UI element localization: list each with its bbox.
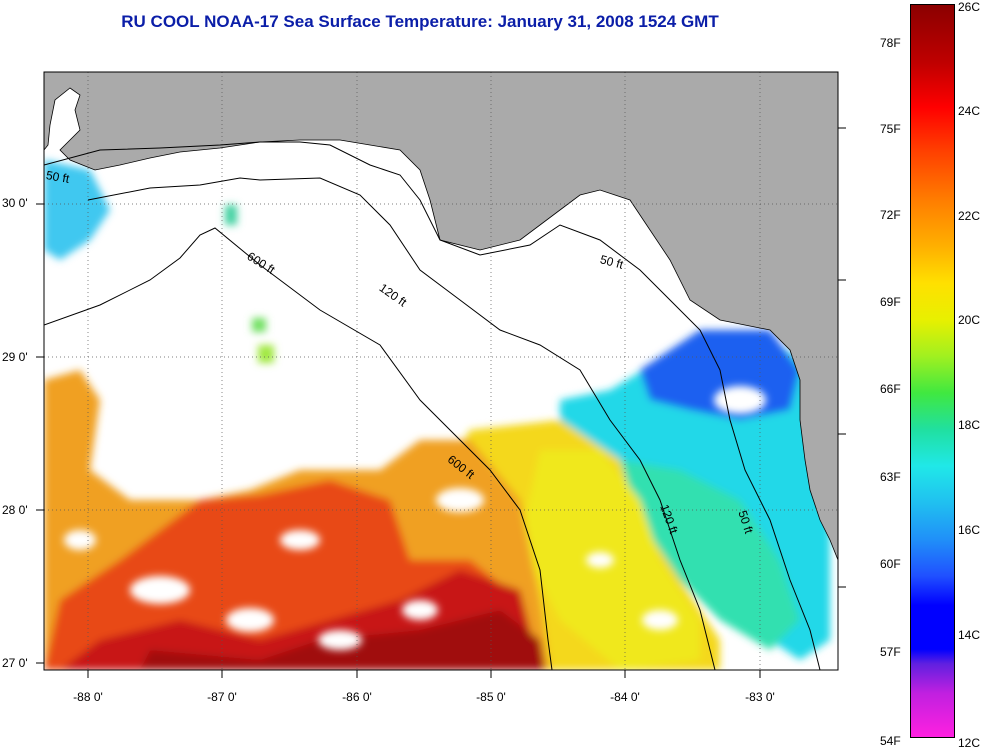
colorbar-f-label: 66F	[880, 382, 901, 396]
colorbar-f-label: 60F	[880, 557, 901, 571]
colorbar-f-label: 69F	[880, 295, 901, 309]
colorbar-f-label: 75F	[880, 122, 901, 136]
graticule	[44, 72, 838, 670]
lon-label-88: -88 0'	[73, 690, 103, 704]
color-scale-frame	[904, 4, 911, 738]
colorbar-c-label: 18C	[958, 418, 981, 432]
colorbar-f-label: 63F	[880, 470, 901, 484]
lat-label-27: 27 0'	[2, 656, 28, 670]
depth-contours	[44, 141, 821, 670]
colorbar-f-label: 78F	[880, 36, 901, 50]
land	[44, 72, 838, 561]
lat-label-29: 29 0'	[2, 350, 28, 364]
color-scale-bar	[910, 4, 955, 738]
sst-field	[44, 160, 830, 670]
map-frame	[43, 71, 839, 671]
lon-label-86: -86 0'	[342, 690, 372, 704]
lon-label-85: -85 0'	[476, 690, 506, 704]
colorbar-f-label: 54F	[880, 734, 901, 748]
colorbar-f-label: 72F	[880, 208, 901, 222]
colorbar-f-label: 57F	[880, 645, 901, 659]
colorbar-c-label: 12C	[958, 736, 981, 750]
colorbar-c-label: 22C	[958, 209, 981, 223]
map-title: RU COOL NOAA-17 Sea Surface Temperature:…	[121, 12, 719, 31]
colorbar-c-label: 26C	[958, 0, 981, 14]
colorbar-c-label: 20C	[958, 313, 981, 327]
lat-label-28: 28 0'	[2, 503, 28, 517]
colorbar-c-label: 14C	[958, 628, 981, 642]
colorbar-c-label: 24C	[958, 104, 981, 118]
lon-label-83: -83 0'	[745, 690, 775, 704]
lat-label-30: 30 0'	[2, 196, 28, 210]
cloud-holes	[64, 386, 766, 650]
colorbar-c-label: 16C	[958, 523, 981, 537]
lon-label-84: -84 0'	[610, 690, 640, 704]
lon-label-87: -87 0'	[207, 690, 237, 704]
